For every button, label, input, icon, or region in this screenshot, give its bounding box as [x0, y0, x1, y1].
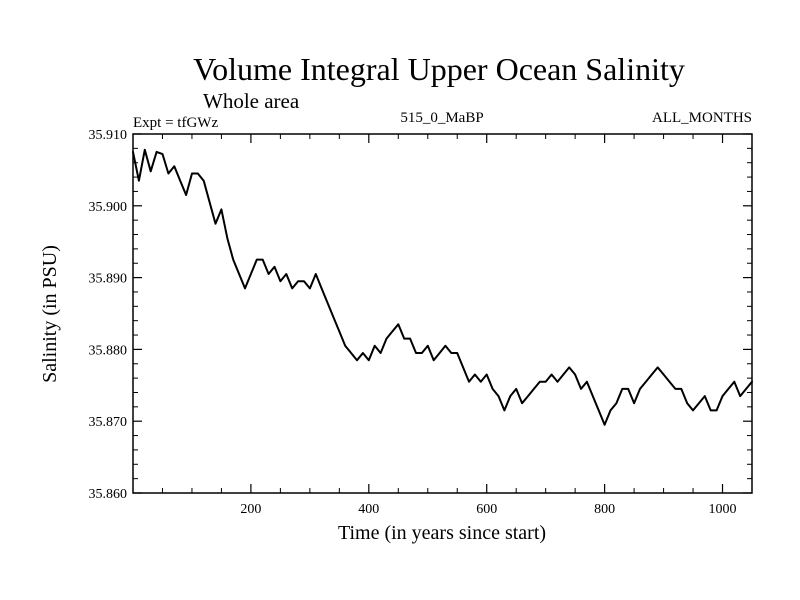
chart-title: Volume Integral Upper Ocean Salinity	[193, 51, 685, 87]
y-tick-label: 35.860	[89, 487, 128, 502]
y-tick-label: 35.890	[89, 272, 128, 287]
x-axis-label: Time (in years since start)	[338, 522, 546, 544]
salinity-series-line	[132, 148, 753, 426]
x-tick-label: 600	[476, 502, 497, 517]
months-label: ALL_MONTHS	[652, 110, 752, 126]
y-axis-label: Salinity (in PSU)	[39, 245, 61, 383]
y-tick-label: 35.910	[89, 128, 128, 143]
y-tick-label: 35.900	[89, 200, 128, 215]
x-tick-label: 800	[594, 502, 615, 517]
plot-frame	[132, 133, 753, 494]
x-tick-label: 200	[240, 502, 261, 517]
chart-subtitle: Whole area	[203, 89, 300, 113]
x-tick-label: 1000	[709, 502, 737, 517]
experiment-label: Expt = tfGWz	[133, 115, 218, 131]
period-label: 515_0_MaBP	[400, 110, 483, 126]
x-tick-label: 400	[358, 502, 379, 517]
y-tick-label: 35.870	[89, 415, 128, 430]
y-tick-label: 35.880	[89, 343, 128, 358]
